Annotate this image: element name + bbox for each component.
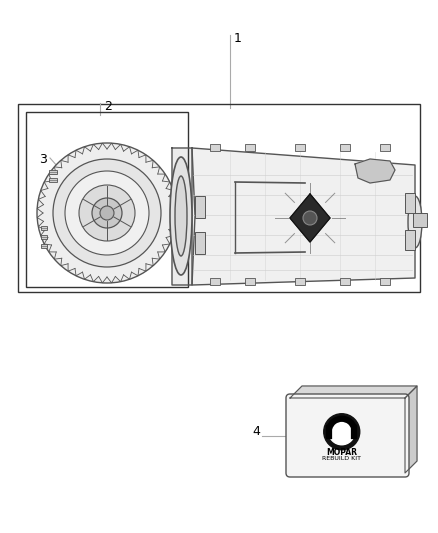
Circle shape [324,414,360,450]
Bar [210,278,220,285]
Text: 3: 3 [39,153,47,166]
Circle shape [303,211,317,225]
Bar [18,104,420,292]
Bar [380,278,390,285]
Bar [413,213,427,227]
Bar [49,170,57,174]
Bar [405,230,415,250]
Bar [210,144,220,151]
Polygon shape [172,148,195,285]
Circle shape [100,206,114,220]
Text: 4: 4 [252,425,260,438]
Circle shape [329,419,355,445]
Bar [41,226,47,230]
Bar [41,235,47,239]
Text: 2: 2 [104,100,112,113]
Circle shape [79,185,135,241]
Bar [340,278,350,285]
Bar [295,144,305,151]
Bar [195,232,205,254]
Circle shape [53,159,161,267]
Text: MOPAR: MOPAR [326,448,357,457]
Circle shape [37,143,177,283]
Polygon shape [290,194,330,242]
Polygon shape [192,148,415,285]
Bar [49,178,57,182]
Ellipse shape [175,176,187,256]
Bar [405,193,415,213]
Polygon shape [405,386,417,473]
Text: 1: 1 [234,32,242,45]
FancyBboxPatch shape [286,394,409,477]
Bar [295,278,305,285]
Polygon shape [355,159,395,183]
Ellipse shape [170,157,192,275]
Bar [245,144,255,151]
Bar [41,244,47,248]
Bar [380,144,390,151]
Bar [340,144,350,151]
Bar [26,112,188,287]
Circle shape [92,198,122,228]
Text: REBUILD KIT: REBUILD KIT [322,456,361,461]
Polygon shape [290,386,417,398]
Circle shape [65,171,149,255]
Bar [195,196,205,218]
Bar [245,278,255,285]
Ellipse shape [408,196,422,248]
